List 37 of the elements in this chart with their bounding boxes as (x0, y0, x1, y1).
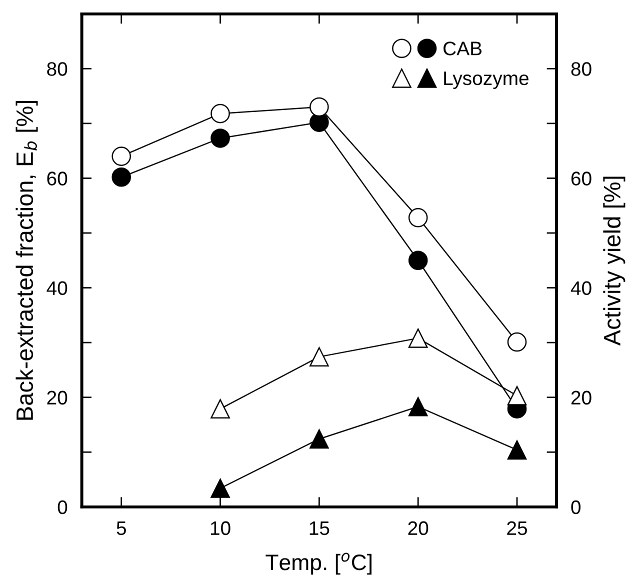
y-axis-title: Back-extracted fraction, E$_{b}$ [%] (16, 100, 38, 420)
point (210, 478, 230, 498)
y2-tick-label: 80 (571, 62, 592, 76)
point (507, 440, 527, 460)
point (408, 397, 428, 416)
y-tick-label: 60 (47, 172, 68, 186)
point (112, 167, 132, 187)
legend-label: Lysozyme (444, 72, 528, 90)
legend-label: CAB (444, 42, 482, 56)
point (112, 146, 132, 166)
y2-tick-label: 20 (571, 390, 592, 405)
point (310, 97, 329, 117)
y2-tick-label: 60 (571, 172, 592, 186)
point (310, 347, 329, 366)
y-tick-label: 40 (46, 281, 68, 296)
point (408, 250, 428, 270)
y-tick-label: 20 (47, 390, 68, 405)
point (310, 112, 329, 132)
y-tick-label: 80 (47, 62, 68, 76)
point (210, 104, 230, 124)
x-tick-label: 15 (310, 522, 330, 536)
y2-tick-label: 0 (571, 500, 581, 514)
point (507, 332, 527, 352)
x-axis-title: Temp. [$^{o}$C] (266, 552, 372, 575)
x-tick-label: 5 (116, 522, 126, 536)
point (408, 208, 428, 228)
y2-tick-label: 40 (570, 281, 592, 296)
point (408, 328, 428, 348)
point (507, 386, 527, 406)
x-tick-label: 10 (210, 521, 230, 536)
point (210, 399, 230, 418)
point (210, 128, 230, 148)
x-tick-label: 20 (408, 521, 428, 536)
y-tick-label: 0 (58, 500, 68, 514)
y2-axis-title: Activity yield [%] (603, 176, 626, 346)
x-tick-label: 25 (507, 521, 528, 536)
point (310, 429, 329, 449)
